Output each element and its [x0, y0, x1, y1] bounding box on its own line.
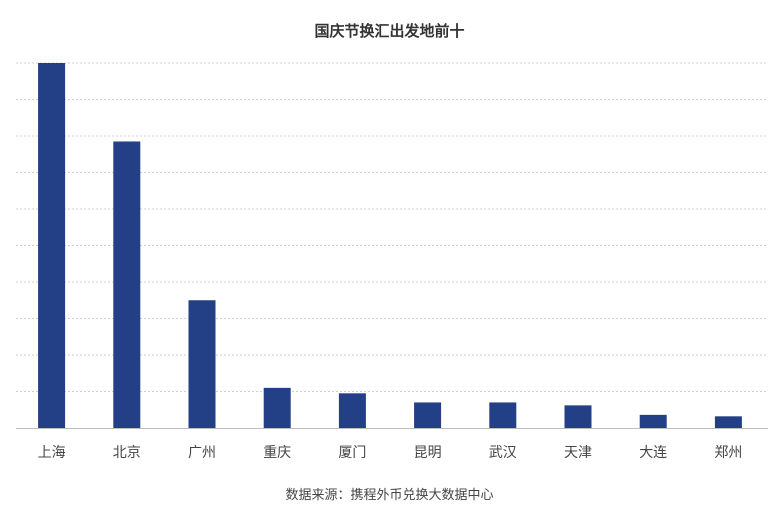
x-tick-label: 重庆 — [263, 445, 291, 461]
x-tick-label: 昆明 — [414, 445, 442, 461]
bar — [113, 141, 141, 428]
x-tick-label: 天津 — [564, 445, 592, 461]
x-tick-label: 武汉 — [489, 445, 517, 461]
x-tick-label: 大连 — [639, 445, 667, 461]
bar — [38, 63, 66, 428]
x-tick-label: 上海 — [38, 445, 66, 461]
bar — [564, 405, 592, 428]
bar — [338, 393, 366, 428]
bar — [188, 300, 216, 428]
x-tick-label: 广州 — [188, 445, 216, 461]
chart-source: 数据来源：携程外币兑换大数据中心 — [285, 488, 494, 503]
bar — [714, 416, 742, 428]
x-tick-label: 北京 — [113, 445, 141, 461]
x-tick-label: 厦门 — [338, 445, 366, 461]
chart-title: 国庆节换汇出发地前十 — [314, 22, 465, 40]
x-tick-label: 郑州 — [714, 445, 742, 461]
bar — [263, 387, 291, 428]
bar — [639, 414, 667, 428]
bar — [414, 402, 442, 428]
bar — [489, 402, 517, 428]
